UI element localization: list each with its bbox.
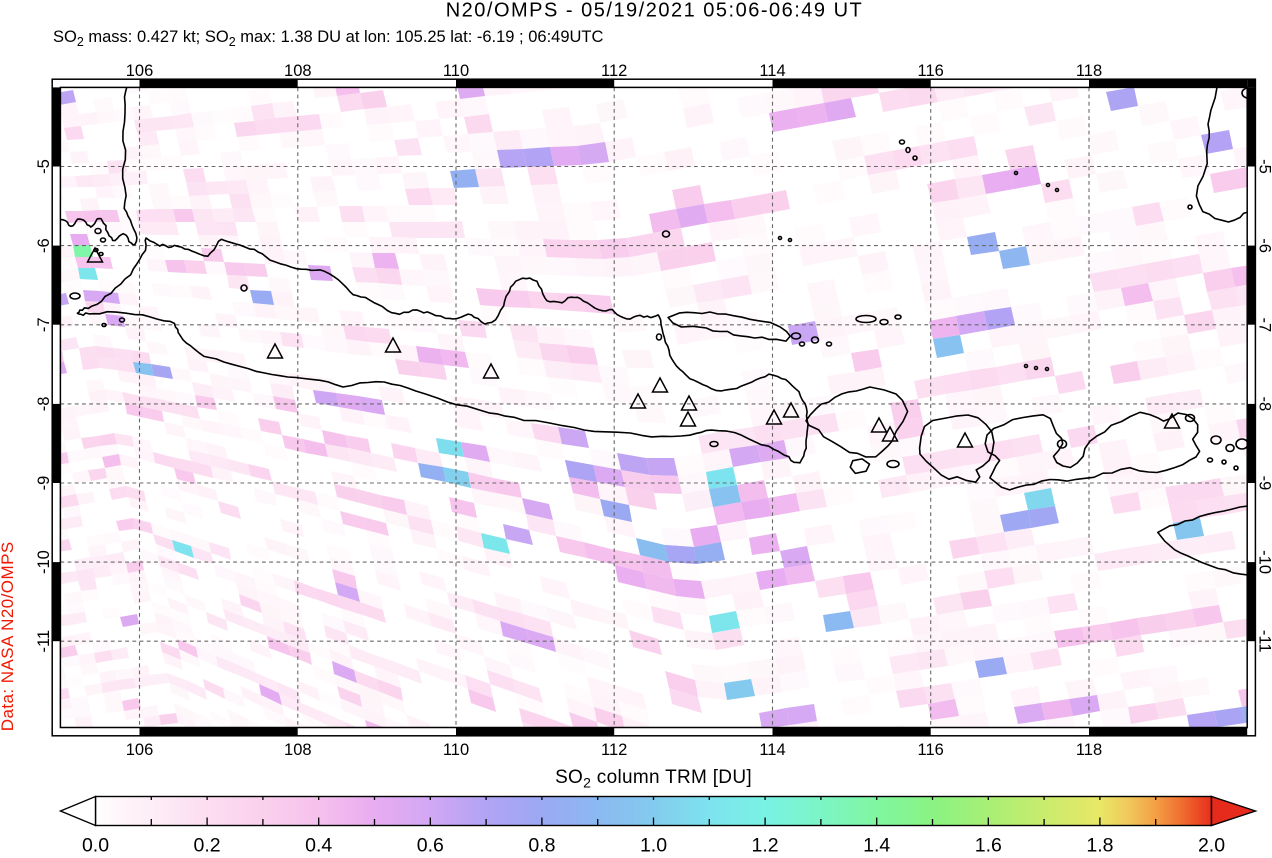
svg-text:-10: -10: [1256, 550, 1272, 574]
svg-text:0.8: 0.8: [528, 835, 555, 854]
svg-text:116: 116: [918, 741, 944, 759]
svg-text:118: 118: [1076, 62, 1102, 80]
svg-text:-7: -7: [35, 317, 53, 332]
svg-text:1.0: 1.0: [640, 835, 667, 854]
svg-text:0.2: 0.2: [194, 835, 221, 854]
svg-text:1.4: 1.4: [863, 835, 890, 854]
svg-text:112: 112: [601, 741, 627, 759]
svg-text:114: 114: [759, 62, 785, 80]
svg-text:0.0: 0.0: [82, 835, 109, 854]
svg-text:N20/OMPS - 05/19/2021 05:06-06: N20/OMPS - 05/19/2021 05:06-06:49 UT: [446, 0, 864, 22]
svg-text:108: 108: [284, 62, 312, 80]
svg-text:-11: -11: [1256, 630, 1272, 653]
svg-text:1.8: 1.8: [1086, 835, 1113, 854]
svg-text:-10: -10: [35, 550, 53, 574]
svg-text:-7: -7: [1256, 317, 1272, 332]
svg-text:114: 114: [759, 741, 785, 759]
svg-text:110: 110: [443, 741, 469, 759]
svg-text:106: 106: [126, 741, 154, 759]
svg-text:Data: NASA N20/OMPS: Data: NASA N20/OMPS: [0, 541, 17, 731]
svg-text:-5: -5: [1256, 159, 1272, 174]
svg-text:-8: -8: [1256, 397, 1272, 412]
svg-text:1.2: 1.2: [752, 835, 779, 854]
svg-text:-6: -6: [1256, 238, 1272, 253]
svg-text:SO2 mass: 0.427 kt; SO2 max: 1: SO2 mass: 0.427 kt; SO2 max: 1.38 DU at …: [53, 28, 604, 49]
svg-text:0.6: 0.6: [417, 835, 444, 854]
svg-text:112: 112: [601, 62, 627, 80]
svg-text:-8: -8: [35, 397, 53, 412]
svg-text:110: 110: [443, 62, 469, 80]
svg-text:118: 118: [1076, 741, 1102, 759]
svg-text:-6: -6: [35, 238, 53, 253]
svg-text:2.0: 2.0: [1198, 835, 1225, 854]
svg-text:106: 106: [126, 62, 154, 80]
svg-text:-9: -9: [35, 476, 53, 491]
svg-text:108: 108: [284, 741, 312, 759]
svg-text:1.6: 1.6: [975, 835, 1002, 854]
svg-text:-5: -5: [35, 159, 53, 174]
svg-text:116: 116: [918, 62, 944, 80]
svg-text:-11: -11: [35, 630, 53, 653]
svg-text:0.4: 0.4: [305, 835, 332, 854]
svg-text:-9: -9: [1256, 476, 1272, 491]
